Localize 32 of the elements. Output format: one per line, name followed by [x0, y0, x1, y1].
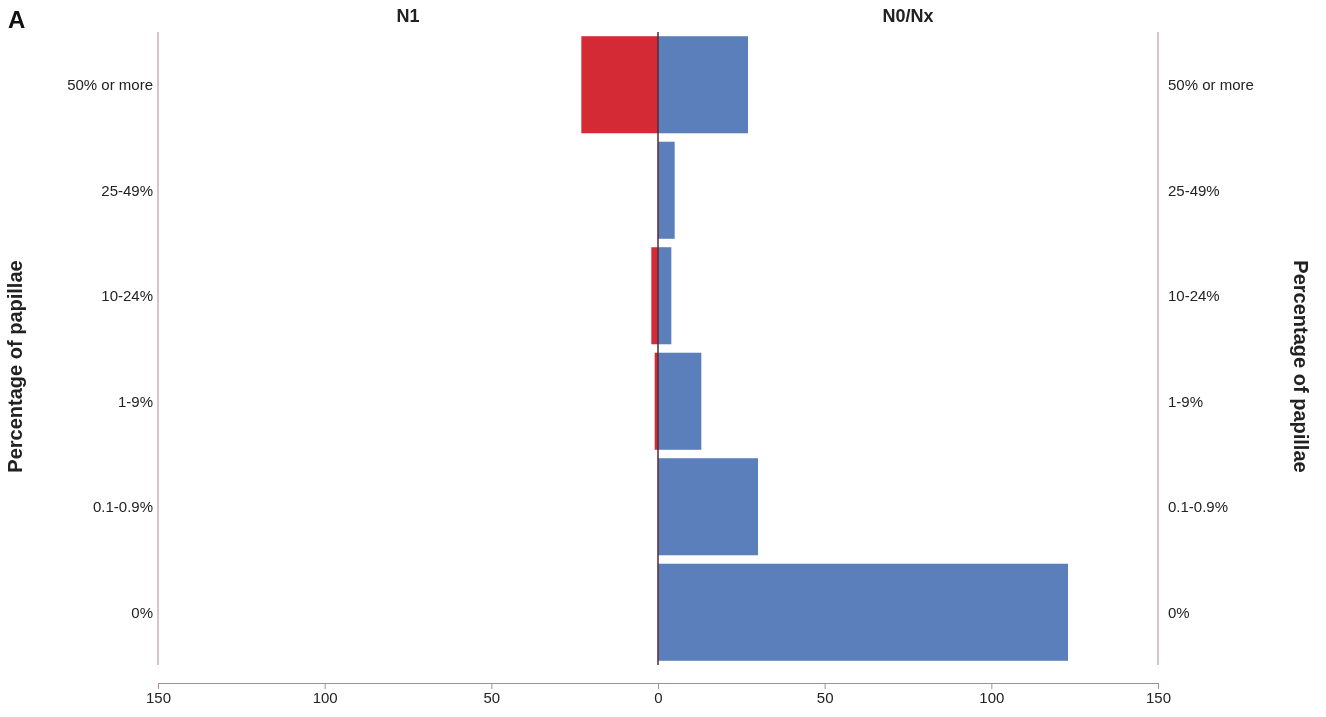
- text: A: [8, 6, 26, 33]
- x-tick-label: 100: [312, 688, 338, 706]
- x-tick-label: 100: [979, 688, 1005, 706]
- y-tick-label: 0.1-0.9%: [92, 498, 153, 515]
- y-tick-label: 10-24%: [101, 287, 153, 304]
- category-label: 0%: [1168, 603, 1190, 621]
- y-axis-title: Percentage of papillae: [4, 260, 26, 473]
- category-label: 10-24%: [1168, 287, 1220, 304]
- y-tick-label: 0%: [131, 603, 153, 621]
- category-label: 1-9%: [1168, 392, 1204, 410]
- x-tick-label: 150: [145, 688, 172, 706]
- category-label: 50% or more: [1168, 76, 1254, 93]
- bar: [658, 247, 672, 345]
- y-tick-label: 1-9%: [117, 392, 153, 410]
- text: N0/Nx: [882, 6, 934, 26]
- bar: [658, 352, 702, 450]
- y-tick-label: 25-49%: [101, 181, 153, 199]
- x-tick-label: 50: [816, 688, 834, 706]
- x-tick-label: 50: [483, 688, 501, 706]
- text: N1: [396, 6, 420, 26]
- bar: [658, 141, 675, 239]
- category-label: 0.1-0.9%: [1168, 498, 1229, 515]
- y-tick-label: 50% or more: [67, 76, 153, 93]
- text: Percentage of papillae: [1290, 260, 1312, 473]
- x-tick-label: 150: [1145, 688, 1172, 706]
- x-tick-label: 0: [654, 688, 663, 706]
- bar: [651, 247, 658, 345]
- bar: [658, 458, 758, 556]
- bar: [658, 36, 748, 134]
- bar: [581, 36, 658, 134]
- bar: [658, 563, 1068, 661]
- category-label: 25-49%: [1168, 181, 1220, 199]
